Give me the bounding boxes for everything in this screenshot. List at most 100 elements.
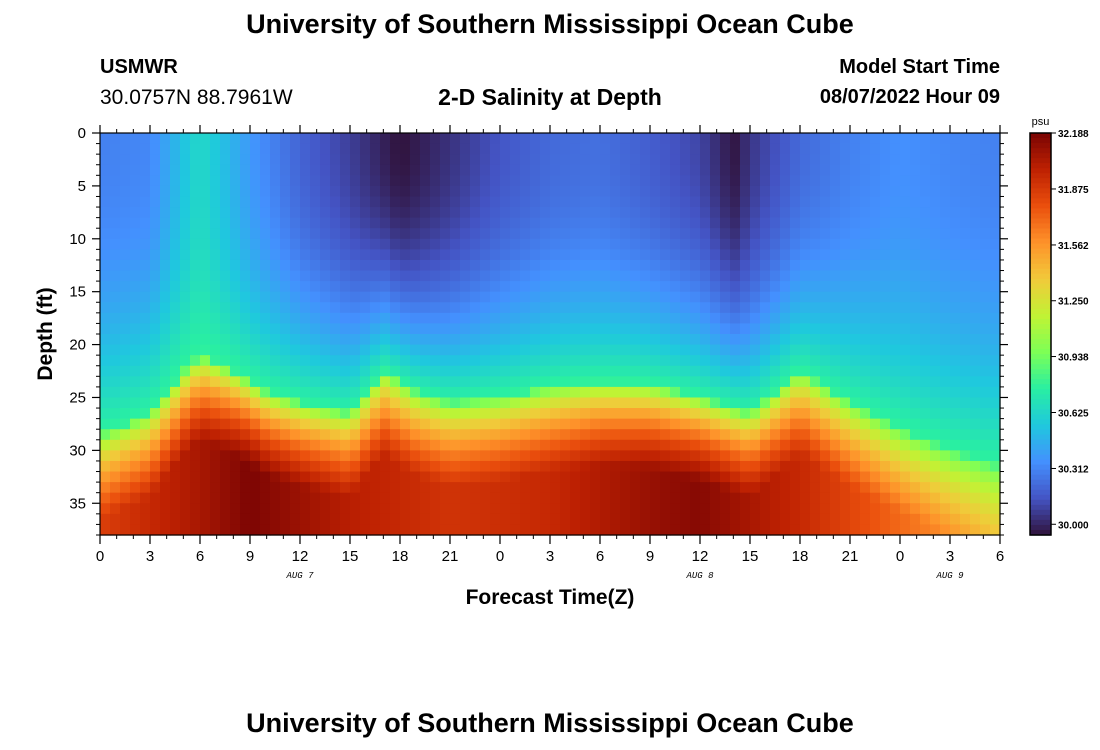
heatmap-cell [550, 334, 561, 346]
heatmap-cell [220, 513, 231, 526]
heatmap-cell [550, 524, 561, 536]
heatmap-cell [280, 270, 291, 282]
heatmap-cell [270, 524, 281, 536]
heatmap-cell [490, 259, 501, 272]
heatmap-cell [390, 238, 401, 250]
heatmap-cell [710, 513, 721, 526]
heatmap-cell [970, 376, 981, 388]
heatmap-cell [280, 217, 291, 229]
heatmap-cell [500, 503, 511, 515]
heatmap-cell [140, 397, 151, 409]
heatmap-cell [330, 196, 341, 208]
heatmap-cell [990, 238, 1001, 250]
heatmap-cell [410, 492, 421, 504]
colorbar-swatch [1030, 248, 1051, 255]
heatmap-cell [550, 291, 561, 303]
heatmap-cell [860, 408, 871, 420]
heatmap-cell [690, 439, 701, 451]
heatmap-cell [450, 249, 461, 261]
heatmap-cell [110, 439, 121, 451]
heatmap-cell [650, 164, 661, 176]
heatmap-cell [450, 143, 461, 155]
heatmap-cell [740, 217, 751, 229]
heatmap-cell [210, 460, 221, 473]
heatmap-cell [920, 143, 931, 155]
heatmap-cell [140, 365, 151, 377]
heatmap-cell [470, 270, 481, 282]
heatmap-cell [900, 386, 911, 399]
heatmap-cell [730, 207, 741, 219]
heatmap-cell [200, 312, 211, 325]
heatmap-cell [360, 207, 371, 219]
heatmap-cell [540, 281, 551, 293]
heatmap-cell [760, 334, 771, 346]
heatmap-cell [770, 302, 781, 314]
heatmap-cell [760, 408, 771, 420]
heatmap-cell [560, 429, 571, 441]
heatmap-cell [900, 450, 911, 462]
heatmap-cell [620, 344, 631, 356]
heatmap-cell [830, 397, 841, 409]
heatmap-cell [190, 175, 201, 187]
heatmap-cell [430, 185, 441, 198]
heatmap-cell [100, 281, 111, 293]
heatmap-cell [210, 492, 221, 504]
heatmap-cell [140, 270, 151, 282]
heatmap-cell [400, 418, 411, 430]
heatmap-cell [270, 217, 281, 229]
heatmap-cell [100, 513, 111, 526]
heatmap-cell [710, 439, 721, 451]
colorbar-swatch [1030, 454, 1051, 461]
heatmap-cell [560, 386, 571, 399]
heatmap-cell [580, 238, 591, 250]
heatmap-cell [470, 228, 481, 240]
heatmap-cell [480, 249, 491, 261]
heatmap-cell [850, 207, 861, 219]
heatmap-cell [910, 397, 921, 409]
heatmap-cell [880, 196, 891, 208]
heatmap-cell [580, 408, 591, 420]
heatmap-cell [970, 312, 981, 325]
heatmap-cell [590, 355, 601, 367]
heatmap-cell [260, 238, 271, 250]
heatmap-cell [700, 408, 711, 420]
heatmap-cell [960, 344, 971, 356]
heatmap-cell [520, 386, 531, 399]
heatmap-cell [340, 133, 351, 145]
heatmap-cell [380, 185, 391, 198]
heatmap-cell [200, 482, 211, 494]
heatmap-cell [820, 418, 831, 430]
heatmap-cell [770, 133, 781, 145]
heatmap-cell [940, 291, 951, 303]
heatmap-cell [220, 460, 231, 473]
heatmap-cell [270, 492, 281, 504]
heatmap-cell [610, 482, 621, 494]
heatmap-cell [510, 175, 521, 187]
heatmap-cell [980, 133, 991, 145]
heatmap-cell [370, 460, 381, 473]
heatmap-cell [880, 259, 891, 272]
heatmap-cell [700, 460, 711, 473]
heatmap-cell [740, 418, 751, 430]
heatmap-cell [540, 503, 551, 515]
heatmap-cell [990, 397, 1001, 409]
colorbar-tick-label: 31.875 [1058, 185, 1089, 196]
heatmap-cell [260, 217, 271, 229]
heatmap-cell [120, 376, 131, 388]
heatmap-cell [370, 238, 381, 250]
heatmap-cell [350, 429, 361, 441]
heatmap-cell [980, 207, 991, 219]
heatmap-cell [540, 238, 551, 250]
heatmap-cell [680, 133, 691, 145]
heatmap-cell [900, 365, 911, 377]
heatmap-cell [720, 217, 731, 229]
heatmap-cell [330, 460, 341, 473]
heatmap-cell [410, 228, 421, 240]
heatmap-cell [810, 503, 821, 515]
heatmap-cell [980, 175, 991, 187]
heatmap-cell [350, 270, 361, 282]
heatmap-cell [280, 143, 291, 155]
heatmap-cell [630, 143, 641, 155]
heatmap-cell [870, 482, 881, 494]
